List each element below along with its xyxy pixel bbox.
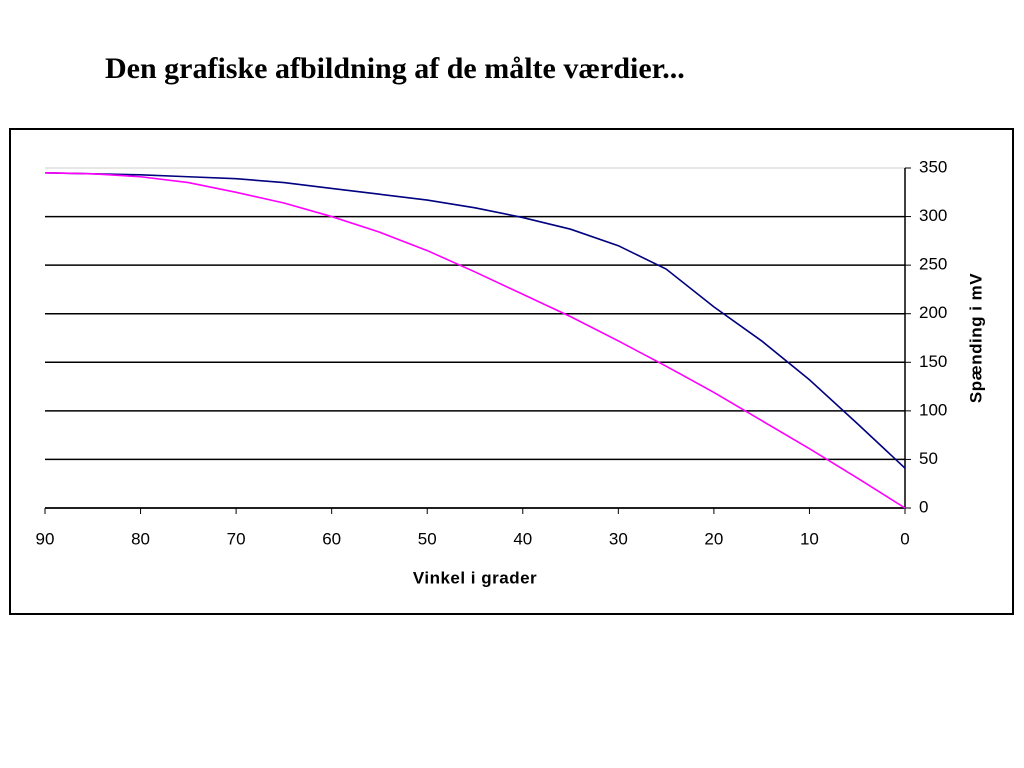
- x-tick-label: 20: [704, 529, 723, 548]
- x-tick-label: 50: [418, 529, 437, 548]
- data-line: [44, 172, 906, 509]
- y-tick-label: 250: [919, 255, 947, 274]
- y-tick-label: 300: [919, 206, 947, 225]
- x-axis-label: Vinkel i grader: [413, 568, 537, 587]
- x-tick-label: 80: [131, 529, 150, 548]
- chart-title: Den grafiske afbildning af de målte værd…: [105, 52, 685, 85]
- x-tick-label: 40: [513, 529, 532, 548]
- x-tick-label: 70: [227, 529, 246, 548]
- y-tick-label: 50: [919, 449, 938, 468]
- y-tick-label: 0: [919, 497, 928, 516]
- x-tick-label: 90: [36, 529, 55, 548]
- y-tick-label: 200: [919, 303, 947, 322]
- y-tick-label: 150: [919, 352, 947, 371]
- data-line: [44, 172, 906, 469]
- y-tick-label: 100: [919, 400, 947, 419]
- chart-frame: [9, 128, 1014, 615]
- x-tick-label: 30: [609, 529, 628, 548]
- x-tick-label: 60: [322, 529, 341, 548]
- x-tick-label: 0: [900, 529, 909, 548]
- y-axis-label: Spænding i mV: [966, 273, 985, 403]
- x-tick-label: 10: [800, 529, 819, 548]
- y-tick-label: 350: [919, 157, 947, 176]
